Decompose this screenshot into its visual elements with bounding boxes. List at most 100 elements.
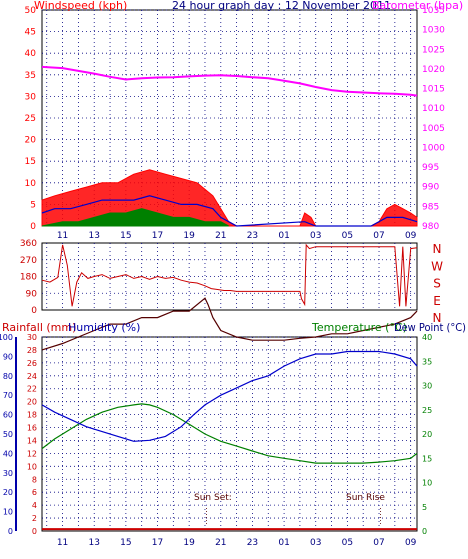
windspeed-axis-title: Windspeed (kph)	[34, 0, 127, 12]
windspeed-tick-label: 40	[25, 49, 37, 59]
rainfall-tick-label: 26	[27, 359, 37, 368]
time-tick-label: 13	[88, 231, 99, 241]
time-tick-label: 05	[342, 231, 353, 241]
humidity-tick-label: 100	[0, 333, 13, 342]
direction-compass-label: S	[433, 277, 441, 291]
time-tick-label: 09	[405, 231, 417, 241]
rainfall-tick-label: 4	[32, 501, 37, 510]
rainfall-tick-label: 12	[27, 449, 37, 458]
rainfall-tick-label: 2	[32, 514, 37, 523]
windspeed-tick-label: 35	[25, 71, 36, 81]
barometer-tick-label: 1030	[422, 26, 445, 36]
time-tick-label: 19	[183, 538, 195, 548]
barometer-tick-label: 1000	[422, 143, 445, 153]
rainfall-tick-label: 28	[27, 346, 37, 355]
rainfall-tick-label: 8	[32, 475, 37, 484]
time-tick-label: 07	[373, 231, 384, 241]
humidity-tick-label: 60	[3, 411, 13, 420]
time-tick-label: 19	[183, 231, 195, 241]
time-tick-label: 23	[247, 538, 258, 548]
barometer-tick-label: 1025	[422, 45, 445, 55]
time-tick-label: 11	[57, 538, 68, 548]
direction-compass-label: W	[431, 259, 443, 273]
rainfall-axis-title: Rainfall (mm)	[2, 321, 76, 334]
humidity-tick-label: 0	[8, 527, 13, 536]
time-tick-label: 15	[120, 538, 131, 548]
time-tick-label: 03	[310, 231, 321, 241]
time-tick-label: 17	[152, 231, 163, 241]
barometer-tick-label: 1005	[422, 124, 445, 134]
barometer-tick-label: 1020	[422, 65, 445, 75]
humidity-tick-label: 70	[3, 391, 13, 400]
barometer-tick-label: 995	[422, 163, 439, 173]
direction-compass-label: N	[433, 242, 442, 256]
rainfall-tick-label: 6	[32, 488, 37, 497]
rainfall-tick-label: 0	[32, 527, 37, 536]
wind-gust-line	[41, 195, 418, 227]
windspeed-tick-label: 5	[30, 200, 36, 210]
rainfall-tick-label: 30	[27, 333, 37, 342]
dewpoint-axis-title: Dew Point (°C)	[394, 321, 466, 334]
humidity-tick-label: 90	[3, 352, 13, 361]
windspeed-tick-label: 10	[25, 179, 37, 189]
humidity-tick-label: 40	[3, 449, 13, 458]
wind-average-area	[41, 208, 229, 227]
windspeed-tick-label: 15	[25, 157, 36, 167]
rainfall-tick-label: 14	[27, 436, 37, 445]
barometer-tick-label: 980	[422, 222, 439, 232]
direction-compass-label: E	[433, 294, 441, 308]
time-tick-label: 03	[310, 538, 321, 548]
rainfall-tick-label: 20	[27, 398, 37, 407]
rainfall-tick-label: 16	[27, 424, 37, 433]
time-tick-label: 09	[405, 538, 417, 548]
barometer-tick-label: 1010	[422, 104, 445, 114]
temperature-tick-label: 40	[422, 333, 432, 342]
humidity-tick-label: 10	[3, 508, 13, 517]
windspeed-tick-label: 25	[25, 114, 36, 124]
windspeed-tick-label: 30	[25, 92, 37, 102]
humidity-tick-label: 50	[3, 430, 13, 439]
time-tick-label: 23	[247, 231, 258, 241]
barometer-axis-title: Barometer (hpa)	[372, 0, 463, 12]
barometer-line	[41, 65, 418, 97]
temperature-tick-label: 15	[422, 454, 432, 463]
rainfall-tick-label: 18	[27, 411, 37, 420]
humidity-tick-label: 30	[3, 469, 13, 478]
windspeed-tick-label: 0	[30, 222, 36, 232]
axis-labels: 0510152025303540455098098599099510001005…	[0, 6, 445, 548]
direction-degree-label: 90	[26, 289, 38, 299]
barometer-tick-label: 1035	[422, 6, 445, 16]
temperature-tick-label: 0	[422, 527, 427, 536]
direction-compass-label: N	[433, 311, 442, 325]
sun-rise-label: Sun Rise	[346, 493, 385, 503]
temperature-tick-label: 10	[422, 479, 432, 488]
temperature-tick-label: 20	[422, 430, 432, 439]
temperature-tick-label: 35	[422, 357, 432, 366]
direction-degree-label: 180	[20, 273, 37, 283]
barometer-tick-label: 1015	[422, 85, 445, 95]
time-tick-label: 21	[215, 538, 226, 548]
temperature-tick-label: 30	[422, 382, 432, 391]
temperature-tick-label: 5	[422, 503, 427, 512]
windspeed-tick-label: 20	[25, 136, 37, 146]
time-tick-label: 21	[215, 231, 226, 241]
time-tick-label: 13	[88, 538, 99, 548]
windspeed-tick-label: 45	[25, 28, 36, 38]
temperature-panel-frame	[41, 336, 418, 532]
page-title: 24 hour graph day : 12 November 2011	[172, 0, 391, 12]
direction-degree-label: 360	[20, 239, 37, 249]
wind-direction-line	[41, 243, 418, 307]
temperature-axis-title: Temperature (°C)	[311, 321, 407, 334]
rainfall-tick-label: 22	[27, 385, 37, 394]
time-tick-label: 11	[57, 231, 68, 241]
time-tick-label: 17	[152, 538, 163, 548]
humidity-tick-label: 20	[3, 488, 13, 497]
barometer-tick-label: 990	[422, 183, 439, 193]
humidity-tick-label: 80	[3, 372, 13, 381]
sun-set-label: Sun Set:	[194, 493, 232, 503]
humidity-line	[41, 297, 418, 351]
dewpoint-line	[41, 403, 418, 464]
direction-degree-label: 270	[20, 256, 37, 266]
